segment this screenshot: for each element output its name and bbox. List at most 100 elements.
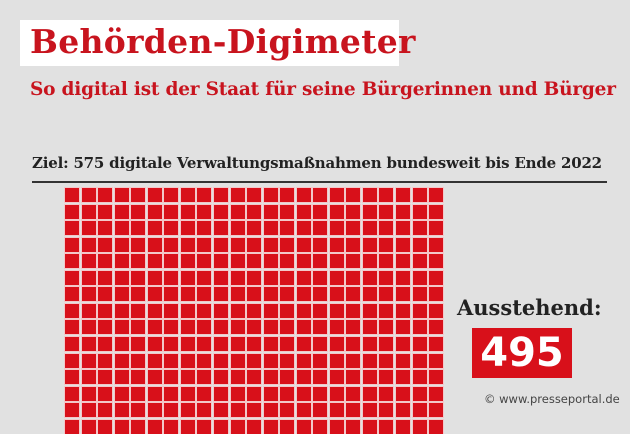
measure-cell [313,370,328,385]
measure-cell [247,370,262,385]
measure-cell [296,270,311,285]
measure-cell [230,353,245,368]
measure-cell [379,403,394,418]
measure-cell [280,419,295,434]
measure-cell [362,188,377,202]
divider [32,181,607,183]
measure-cell [65,403,79,418]
measure-cell [164,403,179,418]
measure-cell [247,287,262,302]
measure-cell [197,237,212,252]
measure-cell [213,403,228,418]
measure-cell [147,370,162,385]
measure-cell [98,303,113,318]
measure-cell [197,419,212,434]
measure-cell [429,287,444,302]
measure-cell [280,353,295,368]
measure-cell [412,270,427,285]
measure-cell [164,254,179,269]
measure-cell [396,270,410,285]
measure-cell [213,188,228,202]
measure-cell [98,353,113,368]
measure-cell [180,204,195,219]
measure-cell [329,320,344,335]
measure-cell [230,188,245,202]
measure-cell [147,221,162,236]
measure-cell [379,287,394,302]
measure-cell [296,353,311,368]
measure-cell [247,270,262,285]
measure-cell [379,254,394,269]
measure-cell [81,303,96,318]
measure-cell [263,254,278,269]
measure-cell [346,204,361,219]
measure-cell [65,270,79,285]
measure-cell [346,188,361,202]
measure-cell [247,254,262,269]
measure-cell [114,403,129,418]
measure-cell [296,336,311,351]
measure-cell [429,419,444,434]
measure-cell [81,221,96,236]
measure-cell [362,386,377,401]
measure-cell [230,403,245,418]
measure-cell [180,386,195,401]
measure-cell [379,303,394,318]
measure-cell [313,254,328,269]
measure-cell [147,353,162,368]
measure-cell [379,237,394,252]
measure-cell [396,188,410,202]
measure-cell [131,287,146,302]
measure-cell [296,221,311,236]
measure-cell [280,336,295,351]
measure-cell [346,336,361,351]
measure-cell [247,353,262,368]
measure-cell [65,221,79,236]
measure-cell [296,254,311,269]
measure-cell [197,254,212,269]
measure-cell [412,336,427,351]
measure-cell [131,320,146,335]
measure-cell [131,403,146,418]
measure-cell [131,353,146,368]
measure-cell [429,221,444,236]
measure-cell [263,237,278,252]
measure-cell [197,221,212,236]
measure-cell [346,386,361,401]
measure-cell [230,287,245,302]
measure-cell [329,370,344,385]
measure-cell [180,336,195,351]
measure-cell [429,336,444,351]
measure-cell [396,353,410,368]
measure-cell [98,237,113,252]
measure-cell [362,370,377,385]
measure-cell [114,188,129,202]
measure-cell [313,419,328,434]
measure-cell [164,270,179,285]
measure-cell [147,204,162,219]
measure-cell [412,303,427,318]
measure-cell [147,237,162,252]
measure-cell [164,336,179,351]
measure-cell [296,403,311,418]
measure-cell [396,386,410,401]
measure-cell [379,386,394,401]
measure-cell [247,419,262,434]
measure-cell [412,386,427,401]
measure-cell [114,336,129,351]
measure-cell [346,237,361,252]
measure-cell [147,386,162,401]
outstanding-label: Ausstehend: [457,295,602,320]
measure-cell [98,370,113,385]
measure-cell [346,370,361,385]
measure-cell [263,287,278,302]
subtitle: So digital ist der Staat für seine Bürge… [30,79,616,100]
measure-cell [379,370,394,385]
measure-cell [429,188,444,202]
measure-cell [412,221,427,236]
title-box [20,20,399,66]
measure-cell [164,221,179,236]
measure-cell [65,419,79,434]
measure-cell [329,403,344,418]
measure-cell [213,254,228,269]
